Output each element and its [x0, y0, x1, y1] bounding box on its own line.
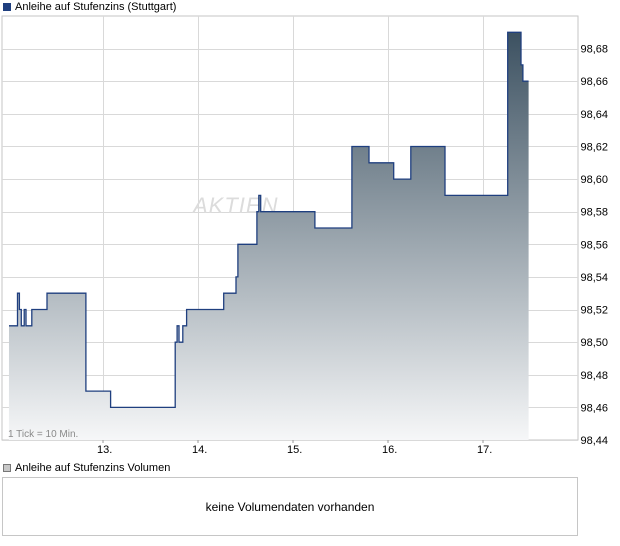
x-tick-label: 17. [477, 444, 492, 456]
y-tick-label: 98,52 [580, 305, 608, 317]
volume-legend-label: Anleihe auf Stufenzins Volumen [15, 462, 171, 474]
y-tick-label: 98,54 [580, 272, 608, 284]
price-legend-label: Anleihe auf Stufenzins (Stuttgart) [15, 1, 177, 13]
y-tick-label: 98,58 [580, 207, 608, 219]
x-tick-label: 14. [192, 444, 207, 456]
y-tick-label: 98,64 [580, 109, 608, 121]
price-area-layer [8, 31, 529, 441]
x-tick-label: 16. [382, 444, 397, 456]
y-tick-label: 98,48 [580, 370, 608, 382]
price-chart: AKTIEN 98,4498,4698,4898,5098,5298,5498,… [1, 15, 608, 456]
price-area-fill [8, 32, 529, 441]
y-tick-label: 98,50 [580, 337, 608, 349]
volume-legend-swatch [3, 464, 11, 472]
x-tick-label: 15. [287, 444, 302, 456]
volume-empty-message: keine Volumendaten vorhanden [205, 500, 375, 514]
y-tick-label: 98,46 [580, 402, 608, 414]
y-tick-label: 98,56 [580, 239, 608, 251]
y-tick-label: 98,60 [580, 174, 608, 186]
y-tick-label: 98,62 [580, 141, 608, 153]
volume-panel: keine Volumendaten vorhanden [2, 477, 578, 536]
volume-legend: Anleihe auf Stufenzins Volumen [3, 462, 170, 474]
y-tick-label: 98,66 [580, 76, 608, 88]
price-legend: Anleihe auf Stufenzins (Stuttgart) [3, 1, 176, 13]
y-tick-label: 98,68 [580, 44, 608, 56]
x-axis-ticks: 13. 14. 15. 16. 17. [97, 440, 492, 456]
price-series-line [9, 31, 529, 409]
y-tick-label: 98,44 [580, 435, 608, 447]
price-legend-swatch [3, 3, 11, 11]
tick-note: 1 Tick = 10 Min. [8, 429, 78, 440]
y-axis-ticks: 98,44 98,46 98,48 98,50 98,52 98,54 98,56 98,58… [580, 44, 608, 447]
x-tick-label: 13. [97, 444, 112, 456]
